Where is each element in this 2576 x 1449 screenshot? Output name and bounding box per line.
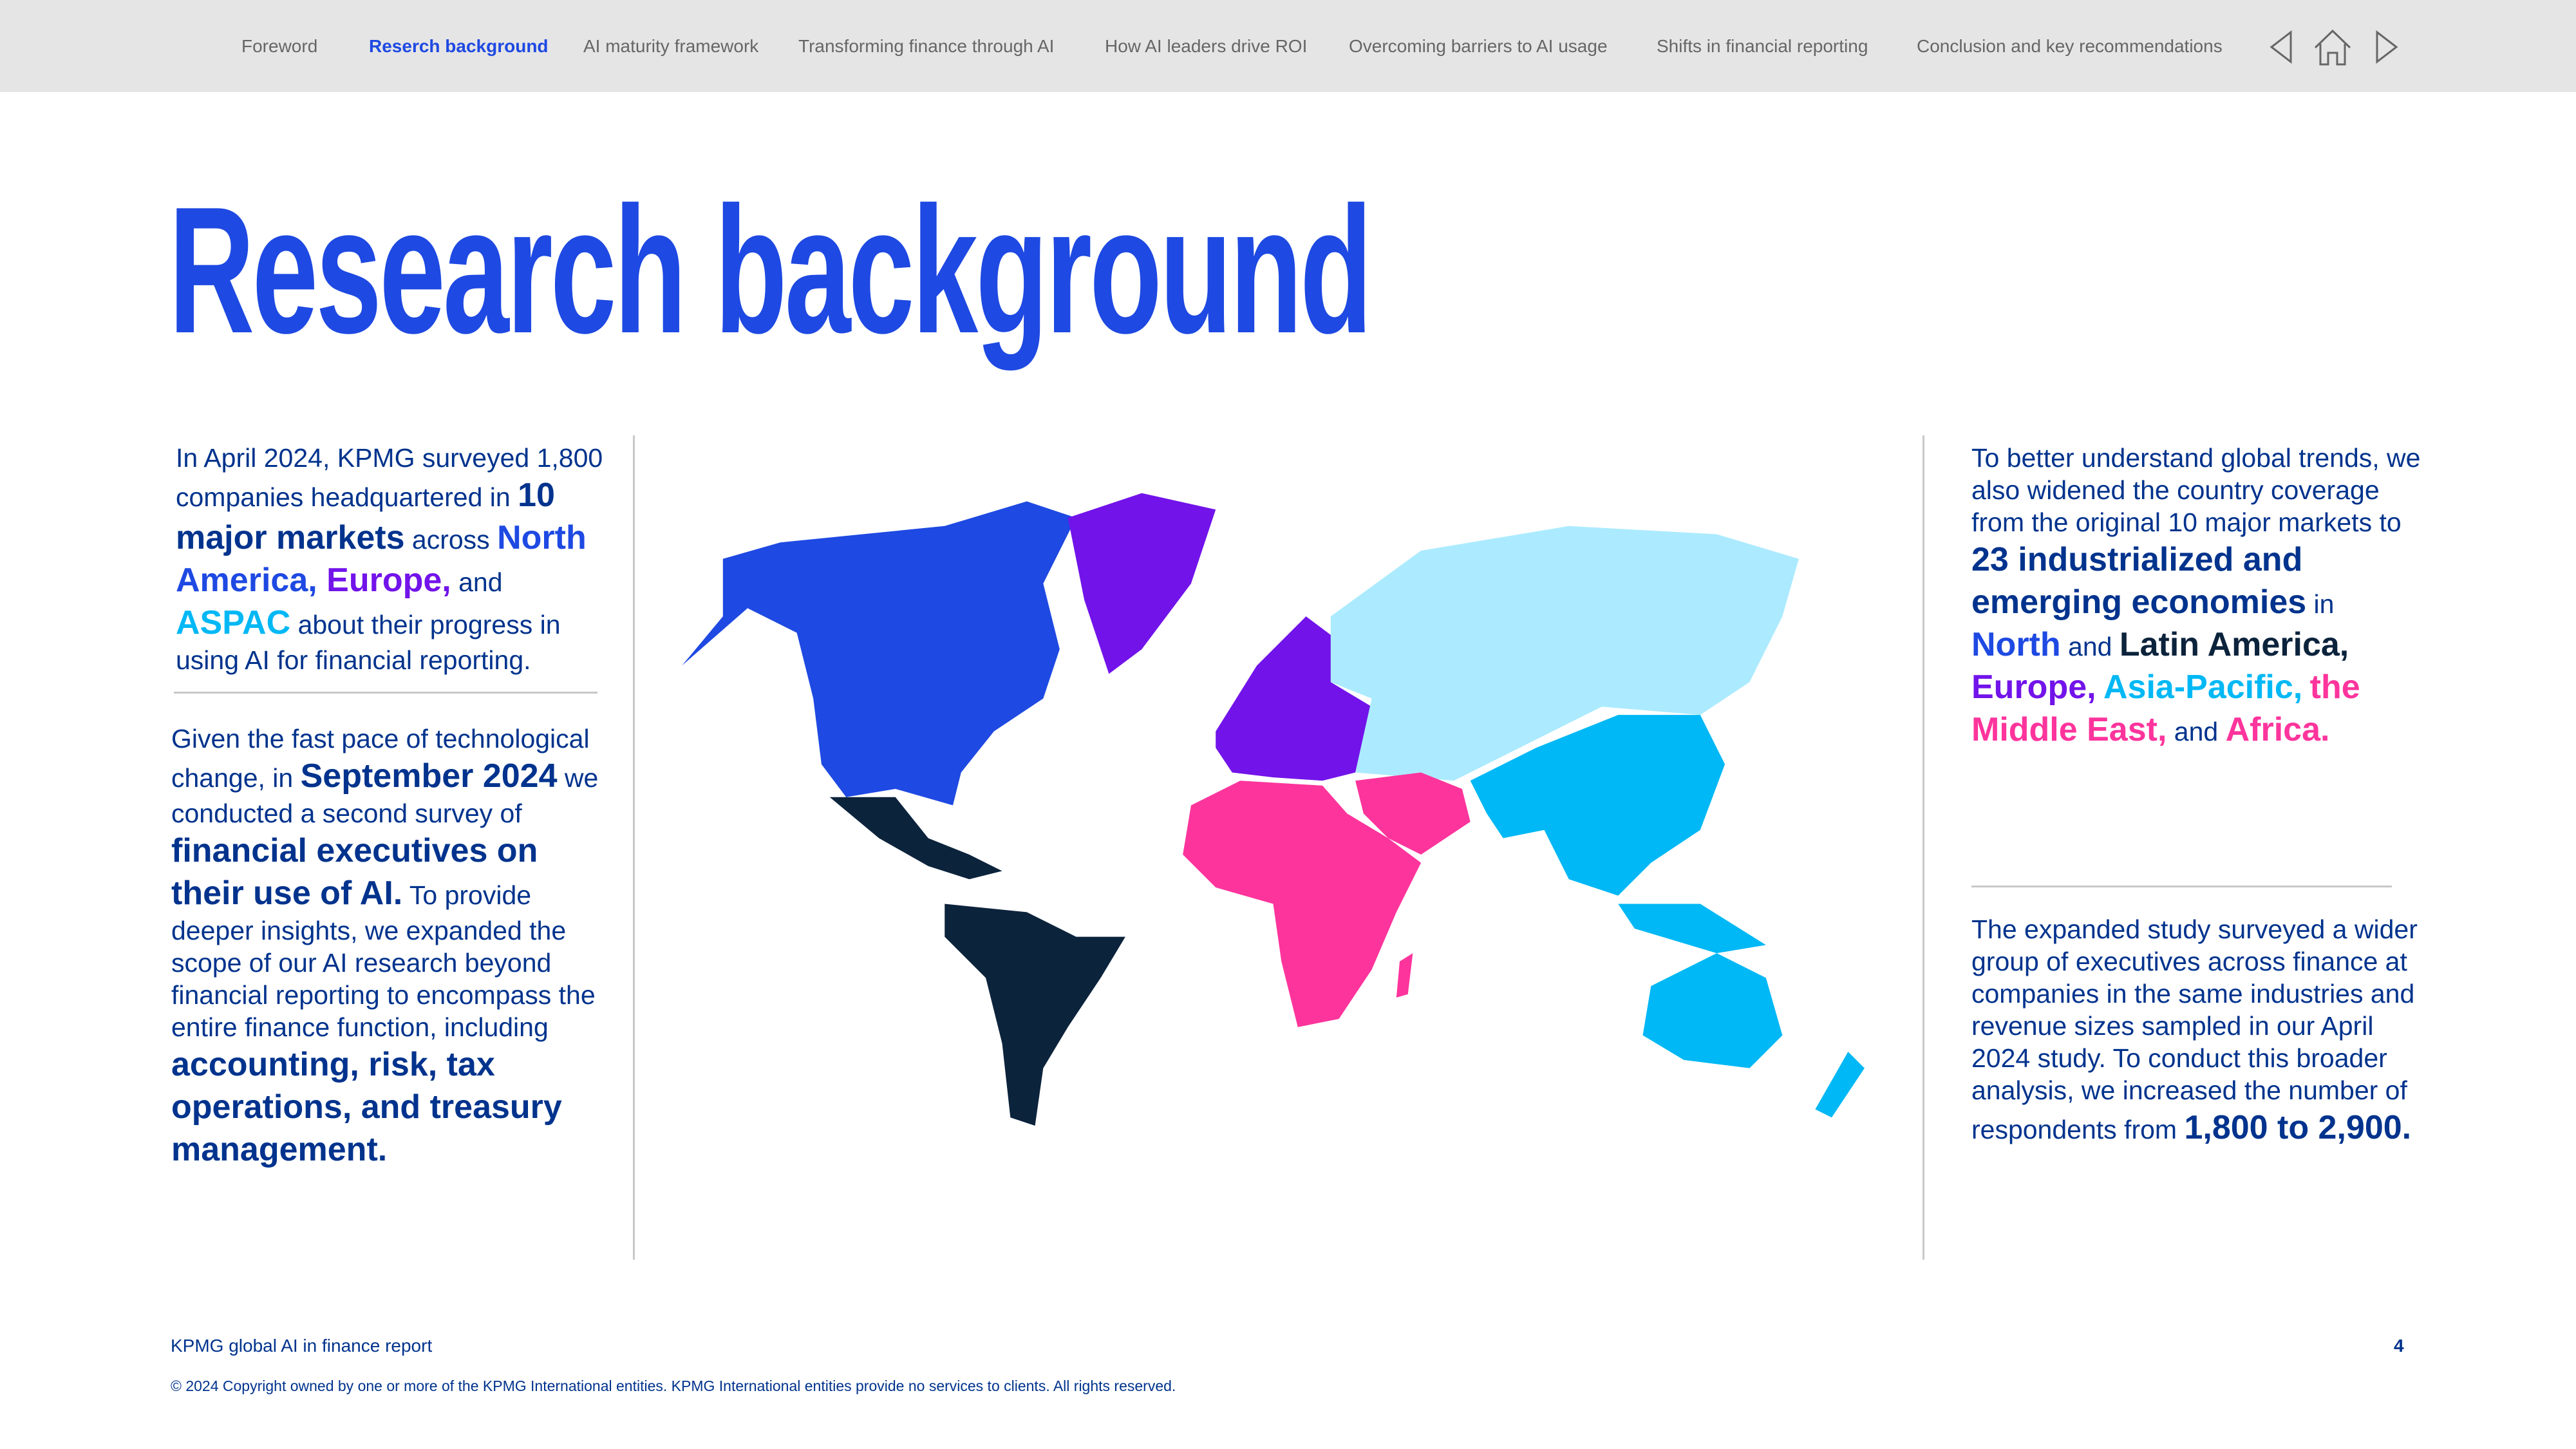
text: and: [451, 567, 503, 597]
nav-overcoming-barriers[interactable]: Overcoming barriers to AI usage: [1349, 36, 1608, 56]
map-asia: [1470, 715, 1725, 896]
nav-foreword[interactable]: Foreword: [241, 36, 318, 56]
map-north-america: [682, 501, 1076, 806]
world-map: [682, 493, 1865, 1126]
divider: [174, 692, 597, 694]
highlight-23-economies: 23 industrialized and emerging economies: [1971, 541, 2307, 621]
map-middle-east: [1355, 772, 1471, 855]
previous-arrow-icon[interactable]: [2260, 24, 2305, 70]
text: In April 2024, KPMG surveyed 1,800 compa…: [176, 443, 603, 512]
divider: [1971, 886, 2392, 887]
text: To better understand global trends, we a…: [1971, 443, 2421, 537]
text: and: [2167, 717, 2226, 746]
highlight-functions: accounting, risk, tax operations, and tr…: [171, 1046, 562, 1168]
nav-ai-maturity-framework[interactable]: AI maturity framework: [583, 36, 759, 56]
highlight-september-2024: September 2024: [300, 757, 558, 795]
nav-shifts-financial-reporting[interactable]: Shifts in financial reporting: [1657, 36, 1868, 56]
map-south-america: [945, 904, 1125, 1126]
map-greenland: [1067, 493, 1216, 674]
page-number: 4: [2394, 1336, 2404, 1356]
map-australia: [1642, 953, 1783, 1068]
text: and: [2060, 632, 2120, 661]
highlight-respondents: 1,800 to 2,900.: [2184, 1109, 2412, 1146]
footer-report-title: KPMG global AI in finance report: [171, 1336, 433, 1356]
home-icon[interactable]: [2310, 24, 2355, 70]
vertical-divider-left: [633, 435, 635, 1260]
next-arrow-icon[interactable]: [2364, 24, 2409, 70]
nav-transforming-finance[interactable]: Transforming finance through AI: [798, 36, 1055, 56]
highlight-financial-executives: financial executives on their use of AI.: [171, 832, 538, 912]
intro-paragraph: In April 2024, KPMG surveyed 1,800 compa…: [176, 442, 620, 676]
nav-ai-leaders-roi[interactable]: How AI leaders drive ROI: [1105, 36, 1308, 56]
nav-conclusion[interactable]: Conclusion and key recommendations: [1917, 36, 2223, 56]
vertical-divider-right: [1923, 435, 1924, 1260]
text: To provide deeper insights, we expanded …: [171, 880, 596, 1042]
top-navigation-bar: Foreword Reserch background AI maturity …: [0, 0, 2576, 92]
highlight-middle-east: the Middle East,: [1971, 668, 2360, 748]
nav-research-background[interactable]: Reserch background: [369, 36, 549, 56]
map-new-zealand: [1815, 1052, 1865, 1118]
highlight-europe: Europe,: [1971, 668, 2096, 706]
highlight-africa: Africa.: [2225, 711, 2330, 748]
highlight-asia-pacific: Asia-Pacific,: [2103, 668, 2303, 706]
highlight-aspac: ASPAC: [176, 604, 291, 641]
map-africa: [1183, 781, 1422, 1027]
second-survey-paragraph: Given the fast pace of technological cha…: [171, 723, 616, 1171]
highlight-latin-america: Latin America,: [2119, 626, 2349, 663]
expanded-study-paragraph: The expanded study surveyed a wider grou…: [1971, 913, 2422, 1149]
copyright: © 2024 Copyright owned by one or more of…: [171, 1378, 1176, 1394]
map-russia: [1330, 526, 1799, 781]
text: about their progress in using AI for fin…: [176, 610, 561, 675]
map-central-america: [829, 797, 1002, 880]
map-madagascar: [1396, 953, 1413, 998]
text: in: [2306, 589, 2335, 619]
highlight-europe: Europe,: [326, 562, 451, 599]
highlight-10-markets: 10 major markets: [176, 477, 555, 556]
page-title: Research background: [169, 170, 1373, 371]
text: The expanded study surveyed a wider grou…: [1971, 914, 2418, 1144]
coverage-paragraph: To better understand global trends, we a…: [1971, 442, 2422, 751]
highlight-north: North: [1971, 626, 2061, 663]
highlight-north-america: North America,: [176, 519, 587, 599]
text: across: [404, 525, 498, 554]
map-se-asia: [1618, 904, 1766, 954]
text: Given the fast pace of technological cha…: [171, 724, 590, 793]
text: we conducted a second survey of: [171, 763, 599, 828]
